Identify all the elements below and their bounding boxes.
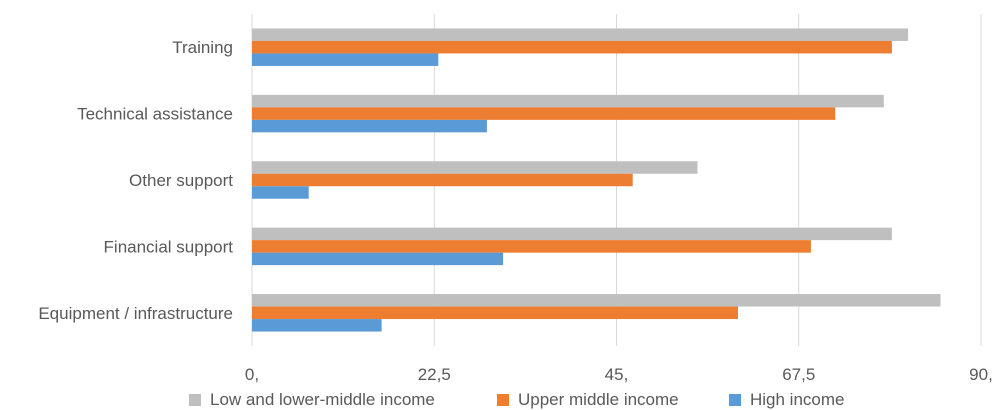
x-axis-tick-labels: 0, 22,5 45, 67,5 90,: [245, 365, 992, 384]
category-label: Financial support: [104, 237, 234, 256]
bar-technical-assistance-upper-middle-income: [252, 107, 836, 120]
legend-label: Low and lower-middle income: [210, 390, 435, 409]
bar-training-low-and-lower-middle-income: [252, 28, 909, 41]
x-tick-label: 45,: [605, 365, 629, 384]
bar-training-upper-middle-income: [252, 40, 892, 54]
bar-other-support-upper-middle-income: [252, 173, 633, 187]
x-tick-label: 90,: [969, 365, 992, 384]
bar-financial-support-high-income: [252, 252, 504, 266]
bar-other-support-low-and-lower-middle-income: [252, 161, 698, 174]
legend-swatch-high-income: [729, 394, 741, 406]
category-label: Technical assistance: [77, 105, 233, 124]
legend-swatch-low-and-lower-middle-income: [189, 394, 201, 406]
legend-label: Upper middle income: [518, 390, 679, 409]
x-tick-label: 22,5: [418, 365, 451, 384]
bar-training-high-income: [252, 53, 439, 66]
bar-financial-support-low-and-lower-middle-income: [252, 227, 892, 241]
x-tick-label: 67,5: [782, 365, 815, 384]
x-tick-label: 0,: [245, 365, 259, 384]
category-label: Equipment / infrastructure: [38, 304, 233, 323]
legend-label: High income: [750, 390, 845, 409]
category-label: Training: [172, 38, 233, 57]
bars: [252, 28, 941, 332]
legend-swatch-upper-middle-income: [497, 394, 509, 406]
bar-technical-assistance-low-and-lower-middle-income: [252, 94, 884, 108]
bar-financial-support-upper-middle-income: [252, 240, 811, 253]
category-labels: Training Technical assistance Other suppor…: [38, 38, 233, 323]
bar-equipment-infrastructure-upper-middle-income: [252, 306, 738, 320]
bar-technical-assistance-high-income: [252, 119, 487, 133]
bar-equipment-infrastructure-low-and-lower-middle-income: [252, 294, 941, 307]
legend: Low and lower-middle income Upper middle …: [189, 390, 845, 409]
bar-other-support-high-income: [252, 186, 309, 199]
category-label: Other support: [129, 171, 233, 190]
bar-equipment-infrastructure-high-income: [252, 319, 382, 332]
